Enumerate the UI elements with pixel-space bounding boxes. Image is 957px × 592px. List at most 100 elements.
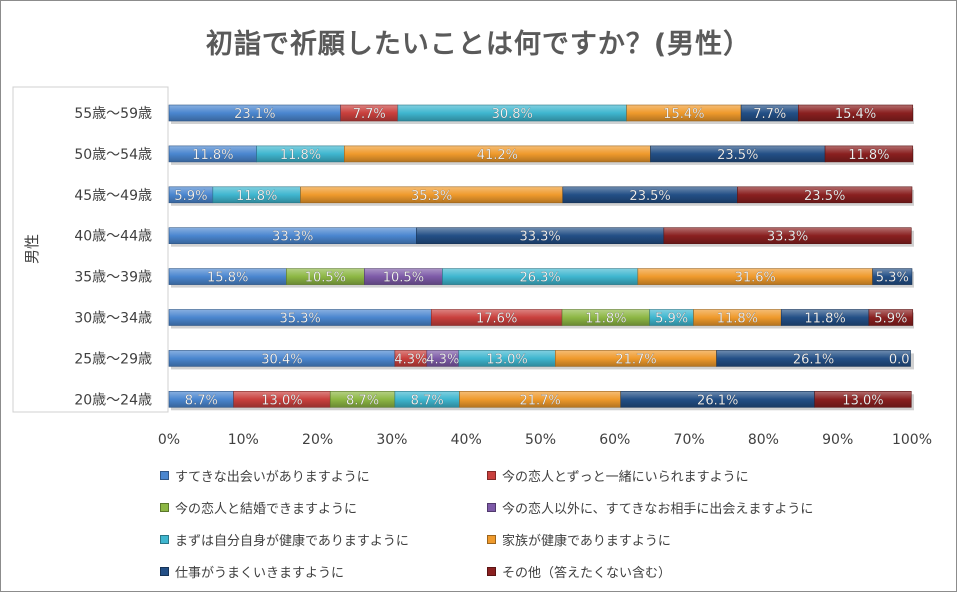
x-tick-label: 100% (892, 432, 932, 448)
bar-segment (663, 227, 912, 244)
data-label: 13.0% (842, 393, 883, 408)
data-label: 8.7% (346, 393, 379, 408)
legend-swatch (487, 567, 496, 576)
data-label: 7.7% (753, 107, 786, 122)
bar-segment (872, 268, 913, 285)
x-tick-label: 60% (599, 432, 630, 448)
data-label: 4.3% (394, 352, 427, 367)
x-tick-label: 10% (228, 432, 259, 448)
data-label: 17.6% (476, 312, 517, 327)
category-label: 25歳～29歳 (74, 351, 152, 367)
chart-title: 初詣で祈願したいことは何ですか？(男性） (205, 29, 752, 60)
x-tick-label: 0% (158, 432, 180, 448)
data-label: 33.3% (272, 230, 313, 245)
legend-item: 今の恋人とずっと一緒にいられますように (487, 466, 749, 485)
legend-item: 仕事がうまくいきますように (160, 562, 344, 581)
data-label: 11.8% (236, 189, 277, 204)
data-label: 11.8% (585, 312, 626, 327)
data-label: 15.8% (207, 271, 248, 286)
data-label: 11.8% (804, 312, 845, 327)
data-label: 8.7% (411, 393, 444, 408)
data-label: 11.8% (848, 148, 889, 163)
category-label: 45歳～49歳 (74, 188, 152, 204)
x-tick-label: 50% (525, 432, 556, 448)
data-label: 21.7% (519, 393, 560, 408)
x-tick-label: 30% (376, 432, 407, 448)
data-label: 41.2% (477, 148, 518, 163)
data-label: 26.1% (697, 393, 738, 408)
data-label: 31.6% (735, 271, 776, 286)
data-label: 33.3% (519, 230, 560, 245)
category-label: 40歳～44歳 (74, 229, 152, 245)
data-label: 13.0% (261, 393, 302, 408)
bar-segment (868, 309, 914, 326)
data-label: 5.9% (655, 312, 688, 327)
data-label: 0.0 (889, 352, 910, 367)
data-label: 5.9% (174, 189, 207, 204)
category-label: 30歳～34歳 (74, 311, 152, 327)
legend-item: 今の恋人と結婚できますように (160, 498, 357, 517)
legend-swatch (160, 567, 169, 576)
data-label: 23.5% (717, 148, 758, 163)
legend-item: 家族が健康でありますように (487, 530, 671, 549)
x-tick-label: 70% (674, 432, 705, 448)
data-label: 10.5% (383, 271, 424, 286)
data-label: 23.1% (234, 107, 275, 122)
legend-item: 今の恋人以外に、すてきなお相手に出会えますように (487, 498, 813, 517)
legend-item: まずは自分自身が健康でありますように (160, 530, 409, 549)
legend-swatch (160, 471, 169, 480)
data-label: 30.8% (492, 107, 533, 122)
data-label: 33.3% (767, 230, 808, 245)
legend-swatch (487, 471, 496, 480)
data-label: 5.9% (874, 312, 907, 327)
legend-label: 仕事がうまくいきますように (175, 566, 345, 581)
legend-label: まずは自分自身が健康でありますように (175, 534, 409, 549)
x-tick-label: 90% (822, 432, 853, 448)
legend-swatch (487, 503, 496, 512)
bar-segment (716, 350, 911, 367)
legend-label: その他（答えたくない含む） (502, 566, 672, 581)
x-tick-label: 40% (451, 432, 482, 448)
data-label: 15.4% (663, 107, 704, 122)
data-label: 35.3% (279, 312, 320, 327)
data-label: 11.8% (192, 148, 233, 163)
legend-item: すてきな出会いがありますように (160, 466, 370, 485)
category-label: 35歳～39歳 (74, 270, 152, 286)
data-label: 23.5% (804, 189, 845, 204)
data-label: 21.7% (615, 352, 656, 367)
x-tick-label: 80% (748, 432, 779, 448)
legend-swatch (160, 535, 169, 544)
category-label: 50歳～54歳 (74, 147, 152, 163)
legend-label: 今の恋人と結婚できますように (175, 502, 358, 517)
data-label: 7.7% (353, 107, 386, 122)
data-label: 23.5% (629, 189, 670, 204)
bar-segment (824, 145, 914, 163)
legend-label: すてきな出会いがありますように (175, 470, 370, 485)
data-label: 8.7% (185, 393, 218, 408)
legend-label: 今の恋人以外に、すてきなお相手に出会えますように (502, 502, 814, 517)
x-tick-label: 20% (302, 432, 333, 448)
data-label: 10.5% (305, 271, 346, 286)
bar-segment (798, 104, 914, 122)
data-label: 30.4% (261, 352, 302, 367)
bar-segment (814, 390, 912, 408)
data-label: 13.0% (486, 352, 527, 367)
bar-segment (737, 186, 913, 204)
category-label: 20歳～24歳 (74, 392, 152, 408)
legend-swatch (487, 535, 496, 544)
data-label: 4.3% (426, 352, 459, 367)
category-axis-box (12, 86, 169, 413)
data-label: 11.8% (717, 312, 758, 327)
category-label: 55歳～59歳 (74, 106, 152, 122)
legend-label: 家族が健康でありますように (502, 534, 671, 549)
data-label: 5.3% (876, 271, 909, 286)
legend-item: その他（答えたくない含む） (487, 562, 671, 581)
data-label: 26.3% (519, 271, 560, 286)
legend-swatch (160, 503, 169, 512)
y-axis-title: 男性 (23, 234, 41, 264)
data-label: 35.3% (411, 189, 452, 204)
legend-label: 今の恋人とずっと一緒にいられますように (502, 470, 749, 485)
data-label: 26.1% (793, 352, 834, 367)
